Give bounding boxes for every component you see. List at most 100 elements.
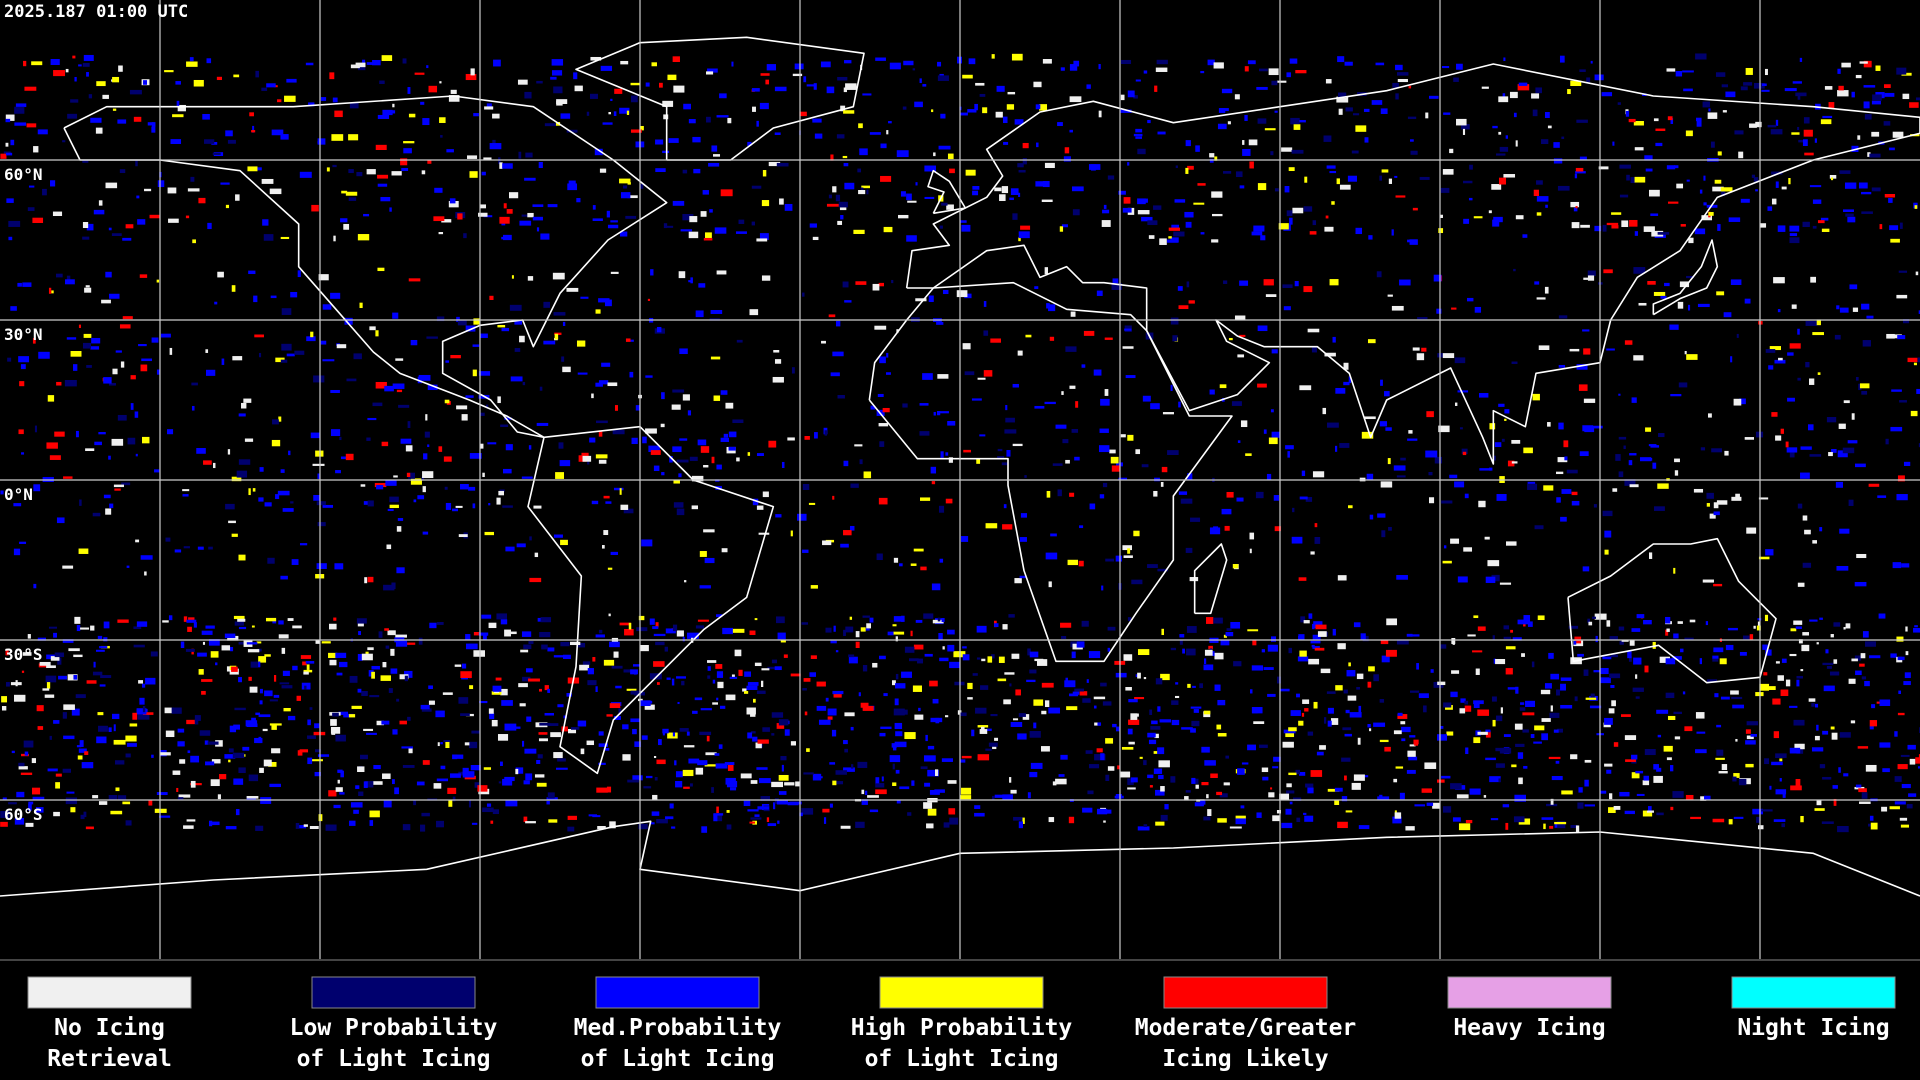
icing-pixel — [1096, 290, 1103, 296]
icing-pixel — [247, 166, 258, 172]
icing-pixel — [13, 503, 22, 507]
icing-pixel — [687, 632, 699, 639]
icing-pixel — [1331, 201, 1335, 205]
icing-pixel — [538, 732, 548, 735]
icing-pixel — [671, 404, 681, 410]
icing-pixel — [1015, 689, 1021, 696]
icing-pixel — [602, 122, 613, 125]
icing-pixel — [1745, 740, 1756, 745]
icing-pixel — [747, 732, 753, 739]
icing-pixel — [70, 807, 76, 813]
icing-pixel — [481, 171, 486, 176]
icing-pixel — [1534, 281, 1540, 285]
icing-pixel — [393, 475, 398, 478]
icing-pixel — [1801, 644, 1810, 652]
icing-pixel — [1320, 668, 1331, 674]
icing-pixel — [544, 123, 557, 127]
icing-pixel — [1127, 162, 1130, 166]
icing-pixel — [1656, 709, 1669, 714]
icing-pixel — [399, 674, 409, 680]
icing-pixel — [937, 75, 949, 81]
icing-pixel — [1802, 139, 1808, 146]
icing-pixel — [229, 725, 237, 733]
icing-pixel — [1864, 114, 1872, 120]
icing-pixel — [1324, 352, 1336, 357]
icing-pixel — [1682, 691, 1686, 695]
icing-pixel — [653, 661, 665, 667]
icing-pixel — [655, 139, 664, 145]
timestamp: 2025.187 01:00 UTC — [4, 2, 188, 22]
icing-pixel — [238, 626, 247, 630]
icing-pixel — [1343, 381, 1350, 386]
icing-pixel — [551, 59, 564, 66]
icing-pixel — [1757, 825, 1764, 830]
icing-pixel — [1670, 118, 1674, 124]
icing-pixel — [1499, 582, 1512, 585]
icing-pixel — [1915, 97, 1920, 101]
icing-pixel — [1069, 64, 1078, 71]
icing-pixel — [1494, 442, 1502, 448]
icing-pixel — [1609, 673, 1621, 679]
icing-pixel — [365, 781, 374, 788]
icing-pixel — [1595, 635, 1598, 643]
icing-pixel — [1272, 766, 1279, 769]
icing-pixel — [1147, 732, 1156, 738]
icing-pixel — [1428, 95, 1439, 99]
icing-pixel — [1393, 730, 1402, 735]
icing-pixel — [1170, 384, 1173, 391]
icing-pixel — [177, 104, 186, 112]
icing-pixel — [1041, 710, 1047, 715]
icing-pixel — [1682, 70, 1694, 73]
icing-pixel — [1134, 697, 1145, 700]
icing-pixel — [435, 710, 445, 718]
icing-pixel — [1709, 513, 1716, 519]
icing-pixel — [1553, 729, 1559, 733]
icing-pixel — [1673, 567, 1676, 574]
icing-pixel — [604, 299, 612, 307]
icing-pixel — [939, 558, 944, 563]
icing-pixel — [470, 765, 481, 771]
icing-pixel — [381, 55, 393, 61]
icing-pixel — [1149, 709, 1153, 715]
icing-pixel — [1606, 348, 1615, 351]
icing-pixel — [801, 622, 809, 625]
icing-pixel — [1368, 666, 1375, 672]
icing-pixel — [413, 799, 417, 806]
icing-pixel — [1204, 760, 1216, 766]
icing-pixel — [483, 633, 487, 641]
icing-pixel — [1721, 764, 1728, 771]
icing-pixel — [455, 754, 464, 759]
icing-pixel — [1915, 271, 1919, 276]
icing-pixel — [92, 795, 99, 799]
icing-pixel — [392, 779, 395, 785]
icing-pixel — [1128, 719, 1140, 725]
icing-pixel — [1717, 224, 1721, 231]
icing-pixel — [142, 683, 146, 688]
icing-pixel — [1861, 211, 1873, 214]
icing-pixel — [193, 79, 204, 87]
icing-pixel — [484, 106, 494, 110]
icing-pixel — [697, 619, 709, 622]
icing-pixel — [1792, 81, 1802, 84]
icing-pixel — [1706, 503, 1710, 507]
icing-pixel — [683, 103, 691, 110]
icing-pixel — [1653, 118, 1659, 122]
icing-pixel — [316, 501, 326, 506]
icing-pixel — [1025, 334, 1032, 338]
icing-pixel — [421, 812, 430, 817]
icing-pixel — [1771, 412, 1778, 417]
icing-pixel — [108, 382, 116, 386]
icing-pixel — [185, 215, 190, 219]
icing-pixel — [912, 68, 916, 71]
icing-pixel — [299, 171, 312, 178]
icing-pixel — [1397, 78, 1408, 83]
icing-pixel — [1593, 504, 1597, 508]
icing-pixel — [941, 202, 948, 206]
icing-pixel — [850, 483, 859, 488]
icing-pixel — [1441, 775, 1451, 779]
icing-pixel — [22, 282, 32, 287]
icing-pixel — [614, 88, 623, 94]
icing-pixel — [505, 631, 517, 635]
icing-pixel — [206, 58, 212, 64]
icing-pixel — [1891, 389, 1902, 392]
